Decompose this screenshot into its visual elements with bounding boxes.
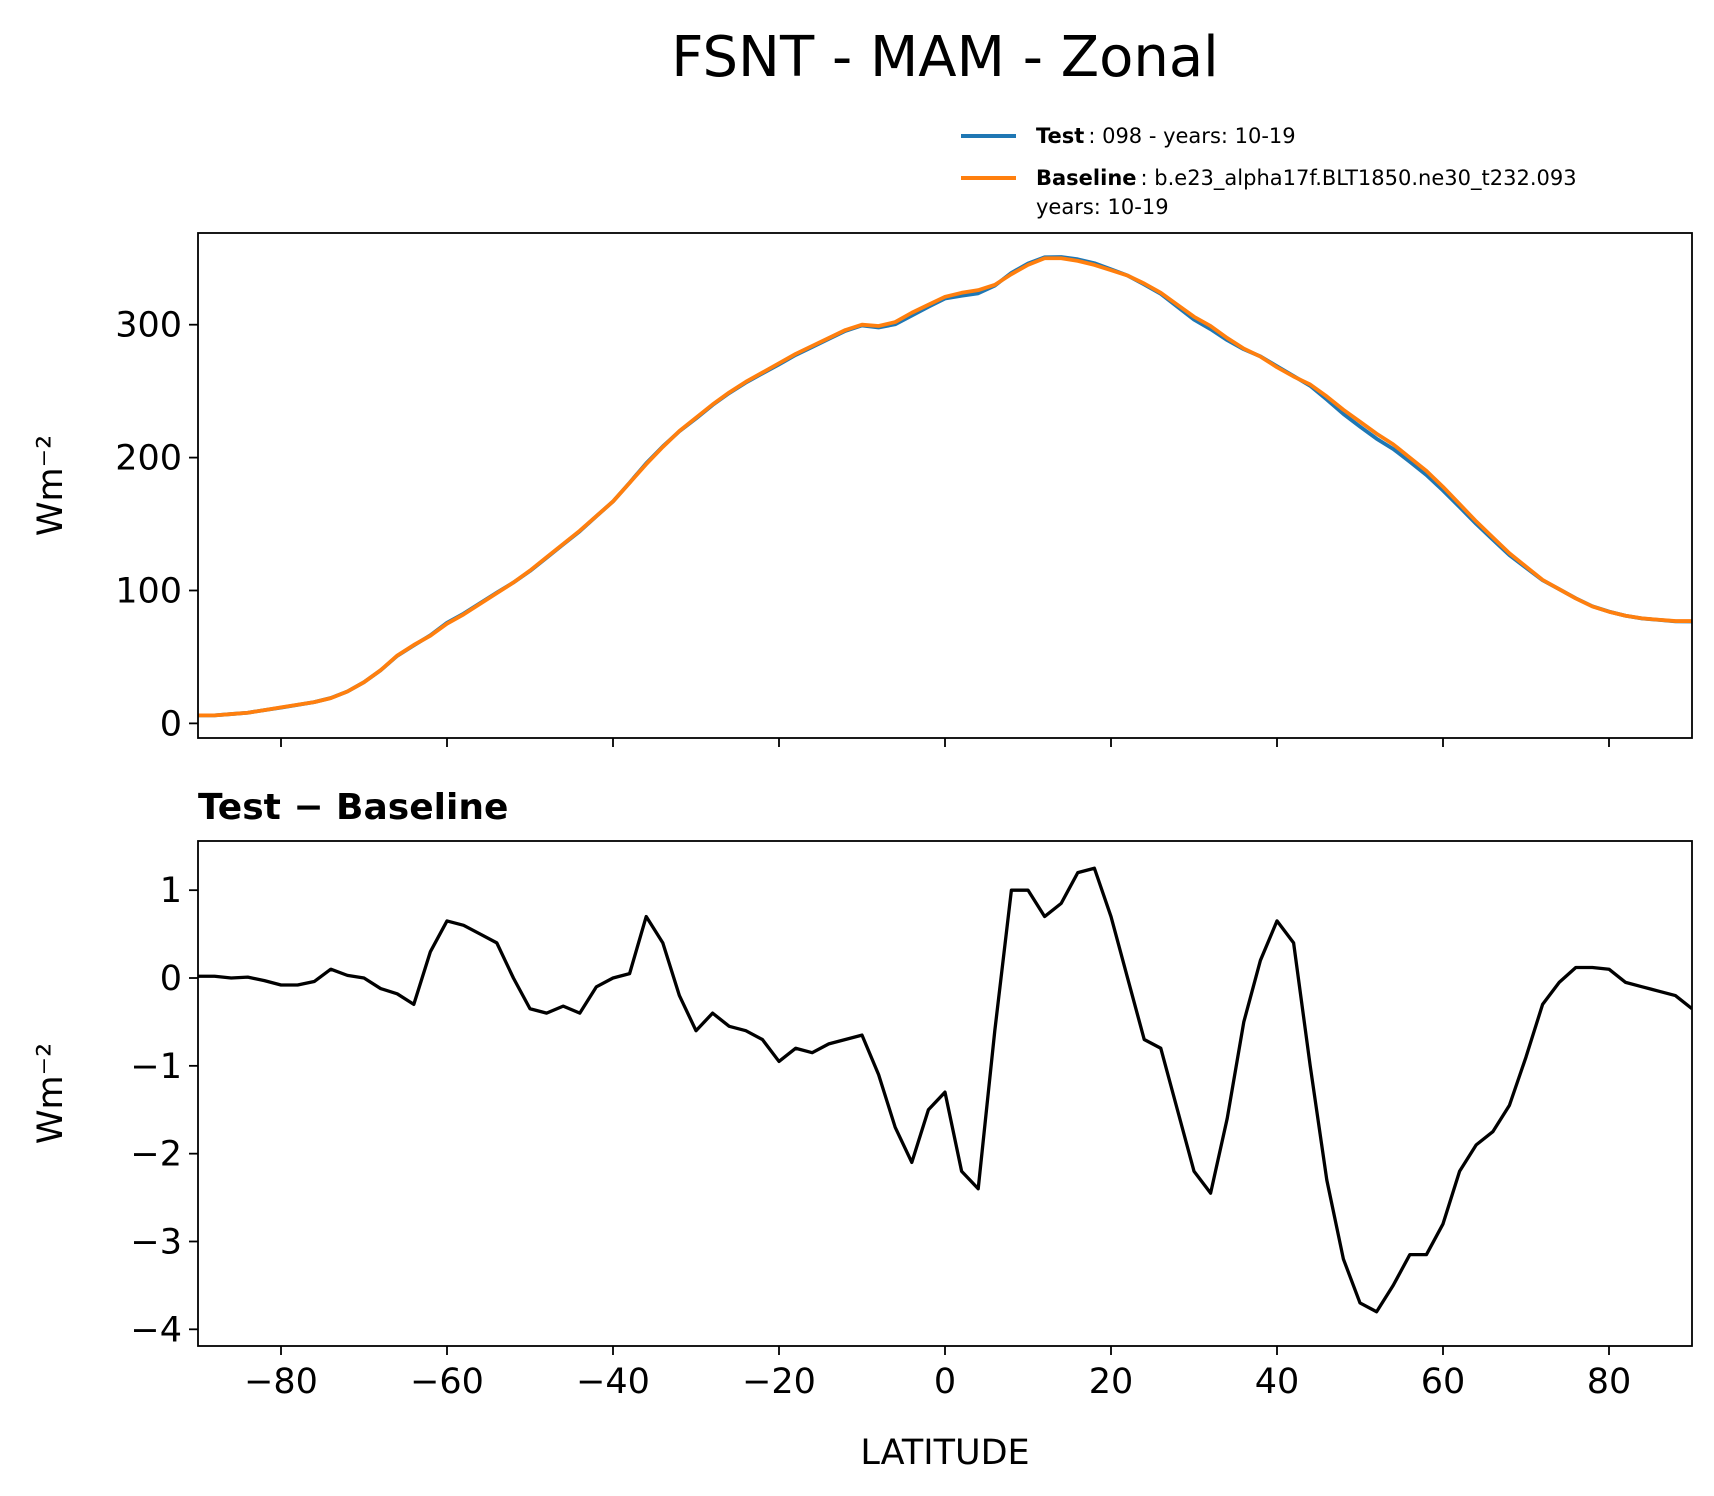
data-line bbox=[198, 255, 1692, 718]
legend-label: : b.e23_alpha17f.BLT1850.ne30_t232.093 bbox=[1141, 166, 1577, 191]
y-tick-label: −3 bbox=[130, 1222, 182, 1262]
x-tick-label: −40 bbox=[576, 1362, 650, 1402]
y-tick-label: 100 bbox=[115, 571, 182, 611]
y-tick-label: −4 bbox=[130, 1310, 182, 1350]
x-tick-label: 20 bbox=[1089, 1362, 1134, 1402]
x-tick-label: 40 bbox=[1255, 1362, 1300, 1402]
legend-entry: Baseline: b.e23_alpha17f.BLT1850.ne30_t2… bbox=[1036, 166, 1577, 191]
data-line bbox=[198, 256, 1692, 718]
legend-name: Test bbox=[1036, 124, 1084, 148]
x-tick-label: 0 bbox=[934, 1362, 956, 1402]
data-line bbox=[198, 866, 1692, 1314]
y-axis-label: Wm⁻² bbox=[31, 1043, 71, 1144]
y-tick-label: 0 bbox=[160, 959, 182, 999]
y-tick-label: −1 bbox=[130, 1047, 182, 1087]
x-tick-label: 60 bbox=[1421, 1362, 1466, 1402]
y-tick-label: 300 bbox=[115, 306, 182, 346]
y-tick-label: 1 bbox=[160, 871, 182, 911]
legend-label: : 098 - years: 10-19 bbox=[1088, 124, 1295, 148]
legend-label: years: 10-19 bbox=[1036, 195, 1169, 219]
y-tick-label: −2 bbox=[130, 1135, 182, 1175]
y-axis-label: Wm⁻² bbox=[31, 435, 71, 536]
y-tick-label: 0 bbox=[160, 704, 182, 744]
legend-name: Baseline bbox=[1036, 166, 1137, 190]
x-tick-label: −60 bbox=[410, 1362, 484, 1402]
x-tick-label: −20 bbox=[742, 1362, 816, 1402]
x-axis-label: LATITUDE bbox=[860, 1433, 1029, 1473]
x-tick-label: 80 bbox=[1587, 1362, 1632, 1402]
legend-entry: Test: 098 - years: 10-19 bbox=[1036, 124, 1296, 148]
subtitle: Test − Baseline bbox=[198, 787, 508, 828]
x-tick-label: −80 bbox=[244, 1362, 318, 1402]
figure-title: FSNT - MAM - Zonal bbox=[671, 25, 1218, 90]
y-tick-label: 200 bbox=[115, 439, 182, 479]
axes-frame bbox=[197, 232, 1693, 739]
